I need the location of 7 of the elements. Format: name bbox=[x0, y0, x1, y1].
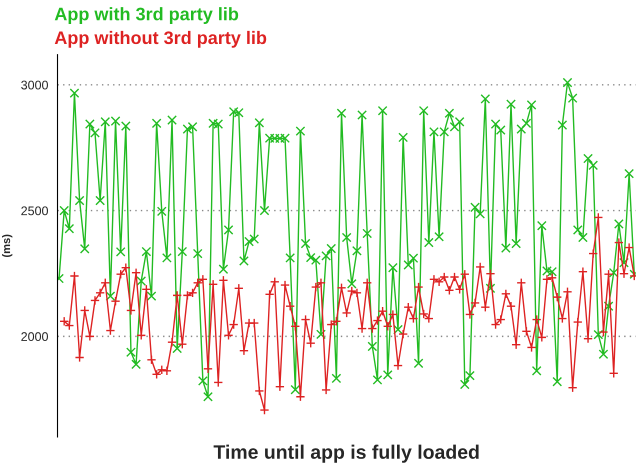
text: App without 3rd party lib bbox=[54, 30, 266, 48]
y-axis-title: (ms) bbox=[2, 234, 12, 257]
y-tick-label: 2000 bbox=[21, 332, 48, 342]
y-tick-label: 2500 bbox=[21, 206, 48, 216]
y-tick-label: 3000 bbox=[21, 80, 48, 90]
x-axis-title: Time until app is fully loaded bbox=[214, 444, 479, 463]
text: App with 3rd party lib bbox=[54, 7, 238, 24]
